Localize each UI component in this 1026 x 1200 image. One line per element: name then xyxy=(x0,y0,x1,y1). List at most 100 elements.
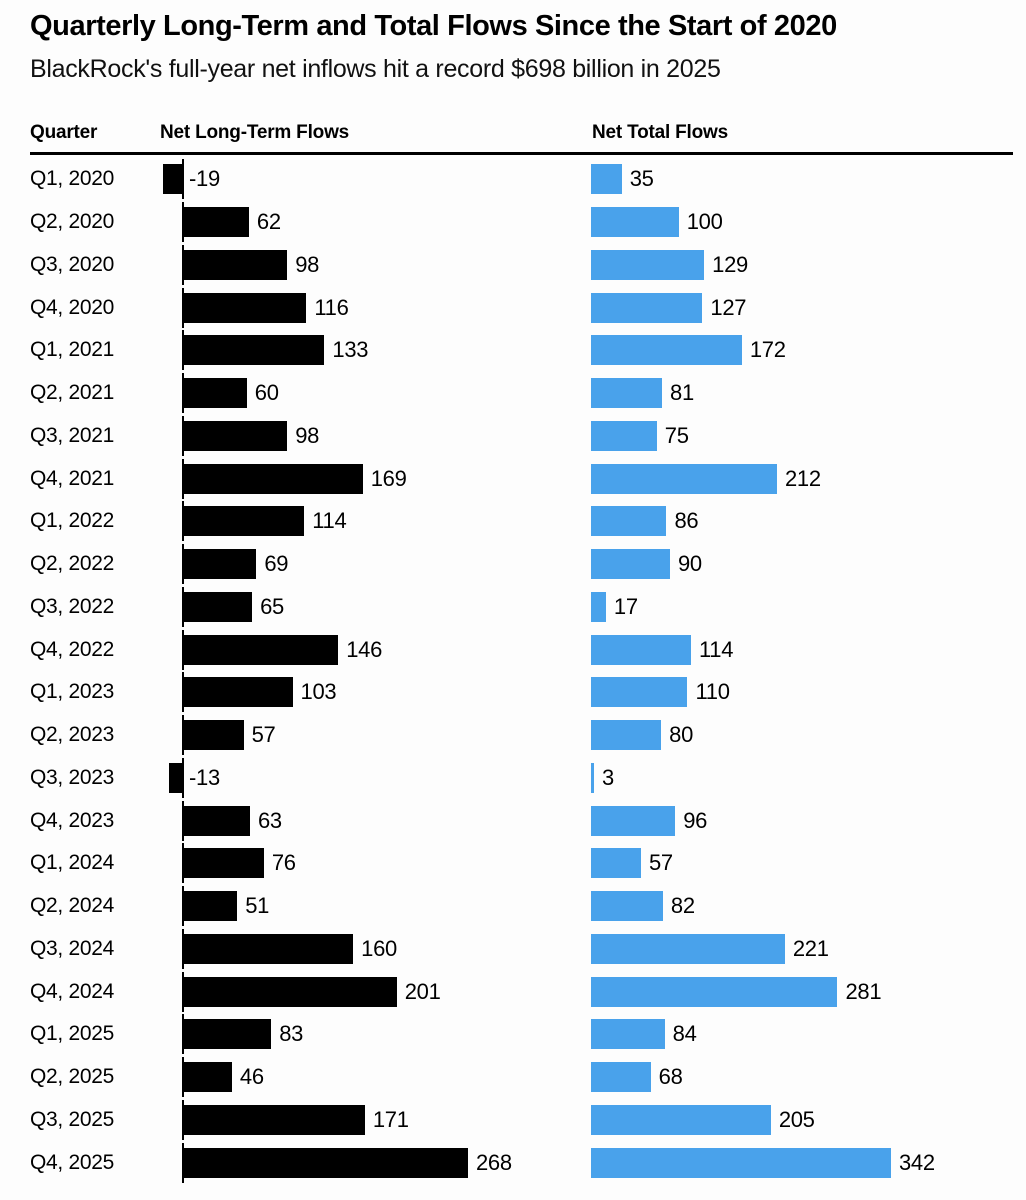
quarter-label: Q4, 2022 xyxy=(30,637,114,661)
table-row: Q2, 2024 51 82 xyxy=(0,885,1026,928)
long-term-flow-bar xyxy=(183,1104,365,1135)
total-flow-value: 35 xyxy=(629,166,654,192)
quarter-label: Q3, 2025 xyxy=(30,1107,114,1131)
total-flow-bar xyxy=(591,891,663,922)
long-term-flow-value: 51 xyxy=(245,893,270,919)
table-row: Q2, 2020 62 100 xyxy=(0,201,1026,244)
table-row: Q3, 2021 98 75 xyxy=(0,415,1026,458)
total-flow-bar xyxy=(591,1019,665,1050)
long-term-flow-value: 63 xyxy=(257,807,282,833)
total-flow-value: 342 xyxy=(899,1149,935,1175)
total-flow-bar xyxy=(591,378,663,409)
total-flow-bar xyxy=(591,420,657,451)
long-term-flow-bar xyxy=(183,933,354,964)
chart-subtitle: BlackRock's full-year net inflows hit a … xyxy=(30,55,721,83)
total-flow-bar xyxy=(591,164,622,195)
header-rule xyxy=(30,152,1013,155)
total-flow-value: 3 xyxy=(602,764,614,790)
total-flow-value: 80 xyxy=(669,722,694,748)
table-row: Q1, 2025 83 84 xyxy=(0,1013,1026,1056)
long-term-flow-bar xyxy=(183,335,325,366)
page-title: Quarterly Long-Term and Total Flows Sinc… xyxy=(30,10,837,42)
long-term-flow-bar xyxy=(183,549,257,580)
long-term-flow-bar xyxy=(183,634,339,665)
quarter-label: Q3, 2023 xyxy=(30,765,114,789)
table-row: Q4, 2023 63 96 xyxy=(0,799,1026,842)
total-flow-value: 127 xyxy=(710,294,747,320)
quarter-label: Q4, 2024 xyxy=(30,979,114,1003)
quarter-label: Q1, 2025 xyxy=(30,1022,114,1046)
long-term-flow-value: 60 xyxy=(254,380,279,406)
long-term-flow-value: 171 xyxy=(372,1106,409,1132)
long-term-flow-value: 133 xyxy=(332,337,369,363)
quarter-label: Q1, 2021 xyxy=(30,338,114,362)
total-flow-bar xyxy=(591,762,594,793)
total-flow-value: 68 xyxy=(658,1064,683,1090)
long-term-flow-bar xyxy=(162,164,183,195)
total-flow-value: 100 xyxy=(686,209,723,235)
quarter-label: Q2, 2022 xyxy=(30,552,114,576)
total-flow-bar xyxy=(591,720,662,751)
long-term-flow-value: 83 xyxy=(279,1021,304,1047)
long-term-flow-bar xyxy=(183,463,363,494)
long-term-flow-bar xyxy=(169,762,183,793)
quarter-label: Q1, 2023 xyxy=(30,680,114,704)
total-flow-value: 281 xyxy=(845,978,882,1004)
long-term-flow-value: 62 xyxy=(256,209,281,235)
table-row: Q4, 2022 146 114 xyxy=(0,628,1026,671)
total-flow-value: 205 xyxy=(778,1106,815,1132)
table-row: Q4, 2020 116 127 xyxy=(0,286,1026,329)
long-term-flow-value: 201 xyxy=(404,978,441,1004)
table-row: Q3, 2024 160 221 xyxy=(0,928,1026,971)
quarter-label: Q4, 2021 xyxy=(30,466,114,490)
table-row: Q2, 2023 57 80 xyxy=(0,714,1026,757)
total-flow-bar xyxy=(591,207,679,238)
total-flow-bar xyxy=(591,634,691,665)
axis-tick xyxy=(182,159,184,200)
long-term-flow-value: 146 xyxy=(346,636,383,662)
long-term-flow-bar xyxy=(183,976,397,1007)
long-term-flow-bar xyxy=(183,591,253,622)
quarter-label: Q3, 2020 xyxy=(30,252,114,276)
total-flow-value: 57 xyxy=(649,850,673,876)
table-row: Q3, 2022 65 17 xyxy=(0,586,1026,629)
total-flow-value: 110 xyxy=(695,679,730,705)
table-row: Q1, 2020 -19 35 xyxy=(0,158,1026,201)
table-row: Q3, 2025 171 205 xyxy=(0,1099,1026,1142)
long-term-flow-value: 69 xyxy=(264,551,289,577)
column-header-row: Quarter Net Long-Term Flows Net Total Fl… xyxy=(0,122,1026,148)
quarter-label: Q3, 2024 xyxy=(30,936,114,960)
total-flow-value: 90 xyxy=(677,551,702,577)
long-term-flow-bar xyxy=(183,677,293,708)
total-flow-bar xyxy=(591,249,705,280)
table-row: Q4, 2021 169 212 xyxy=(0,457,1026,500)
total-flow-bar xyxy=(591,1104,771,1135)
table-row: Q4, 2025 268 342 xyxy=(0,1141,1026,1184)
long-term-flow-value: 116 xyxy=(314,294,349,320)
column-header-long-term-flows: Net Long-Term Flows xyxy=(160,122,350,143)
long-term-flow-bar xyxy=(183,1147,468,1178)
long-term-flow-value: -13 xyxy=(189,764,220,790)
chart-rows: Q1, 2020 -19 35 Q2, 2020 62 100 Q3, 2020 98 129 Q… xyxy=(0,158,1026,1184)
total-flow-bar xyxy=(591,1062,651,1093)
long-term-flow-bar xyxy=(183,805,250,836)
long-term-flow-bar xyxy=(183,891,238,922)
long-term-flow-bar xyxy=(183,378,247,409)
long-term-flow-value: 98 xyxy=(295,422,320,448)
quarter-label: Q4, 2025 xyxy=(30,1150,114,1174)
table-row: Q2, 2021 60 81 xyxy=(0,372,1026,415)
axis-tick xyxy=(182,757,184,798)
quarter-label: Q4, 2020 xyxy=(30,295,114,319)
long-term-flow-bar xyxy=(183,1062,232,1093)
quarter-label: Q1, 2020 xyxy=(30,167,114,191)
quarter-label: Q3, 2021 xyxy=(30,423,114,447)
long-term-flow-bar xyxy=(183,420,288,451)
total-flow-value: 96 xyxy=(683,807,708,833)
total-flow-bar xyxy=(591,976,838,1007)
total-flow-value: 82 xyxy=(670,893,695,919)
quarter-label: Q1, 2024 xyxy=(30,851,114,875)
quarter-label: Q2, 2023 xyxy=(30,723,114,747)
table-row: Q1, 2024 76 57 xyxy=(0,842,1026,885)
total-flow-bar xyxy=(591,463,777,494)
